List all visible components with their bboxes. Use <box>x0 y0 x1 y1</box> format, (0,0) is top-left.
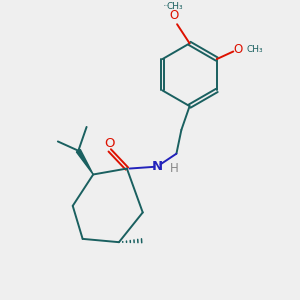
Text: O: O <box>104 136 114 150</box>
Text: methoxy: methoxy <box>164 4 170 6</box>
Text: O: O <box>170 10 179 22</box>
Text: N: N <box>152 160 163 173</box>
Polygon shape <box>76 149 93 175</box>
Text: H: H <box>169 162 178 175</box>
Text: O: O <box>233 43 243 56</box>
Text: CH₃: CH₃ <box>166 2 183 10</box>
Text: CH₃: CH₃ <box>246 45 263 54</box>
